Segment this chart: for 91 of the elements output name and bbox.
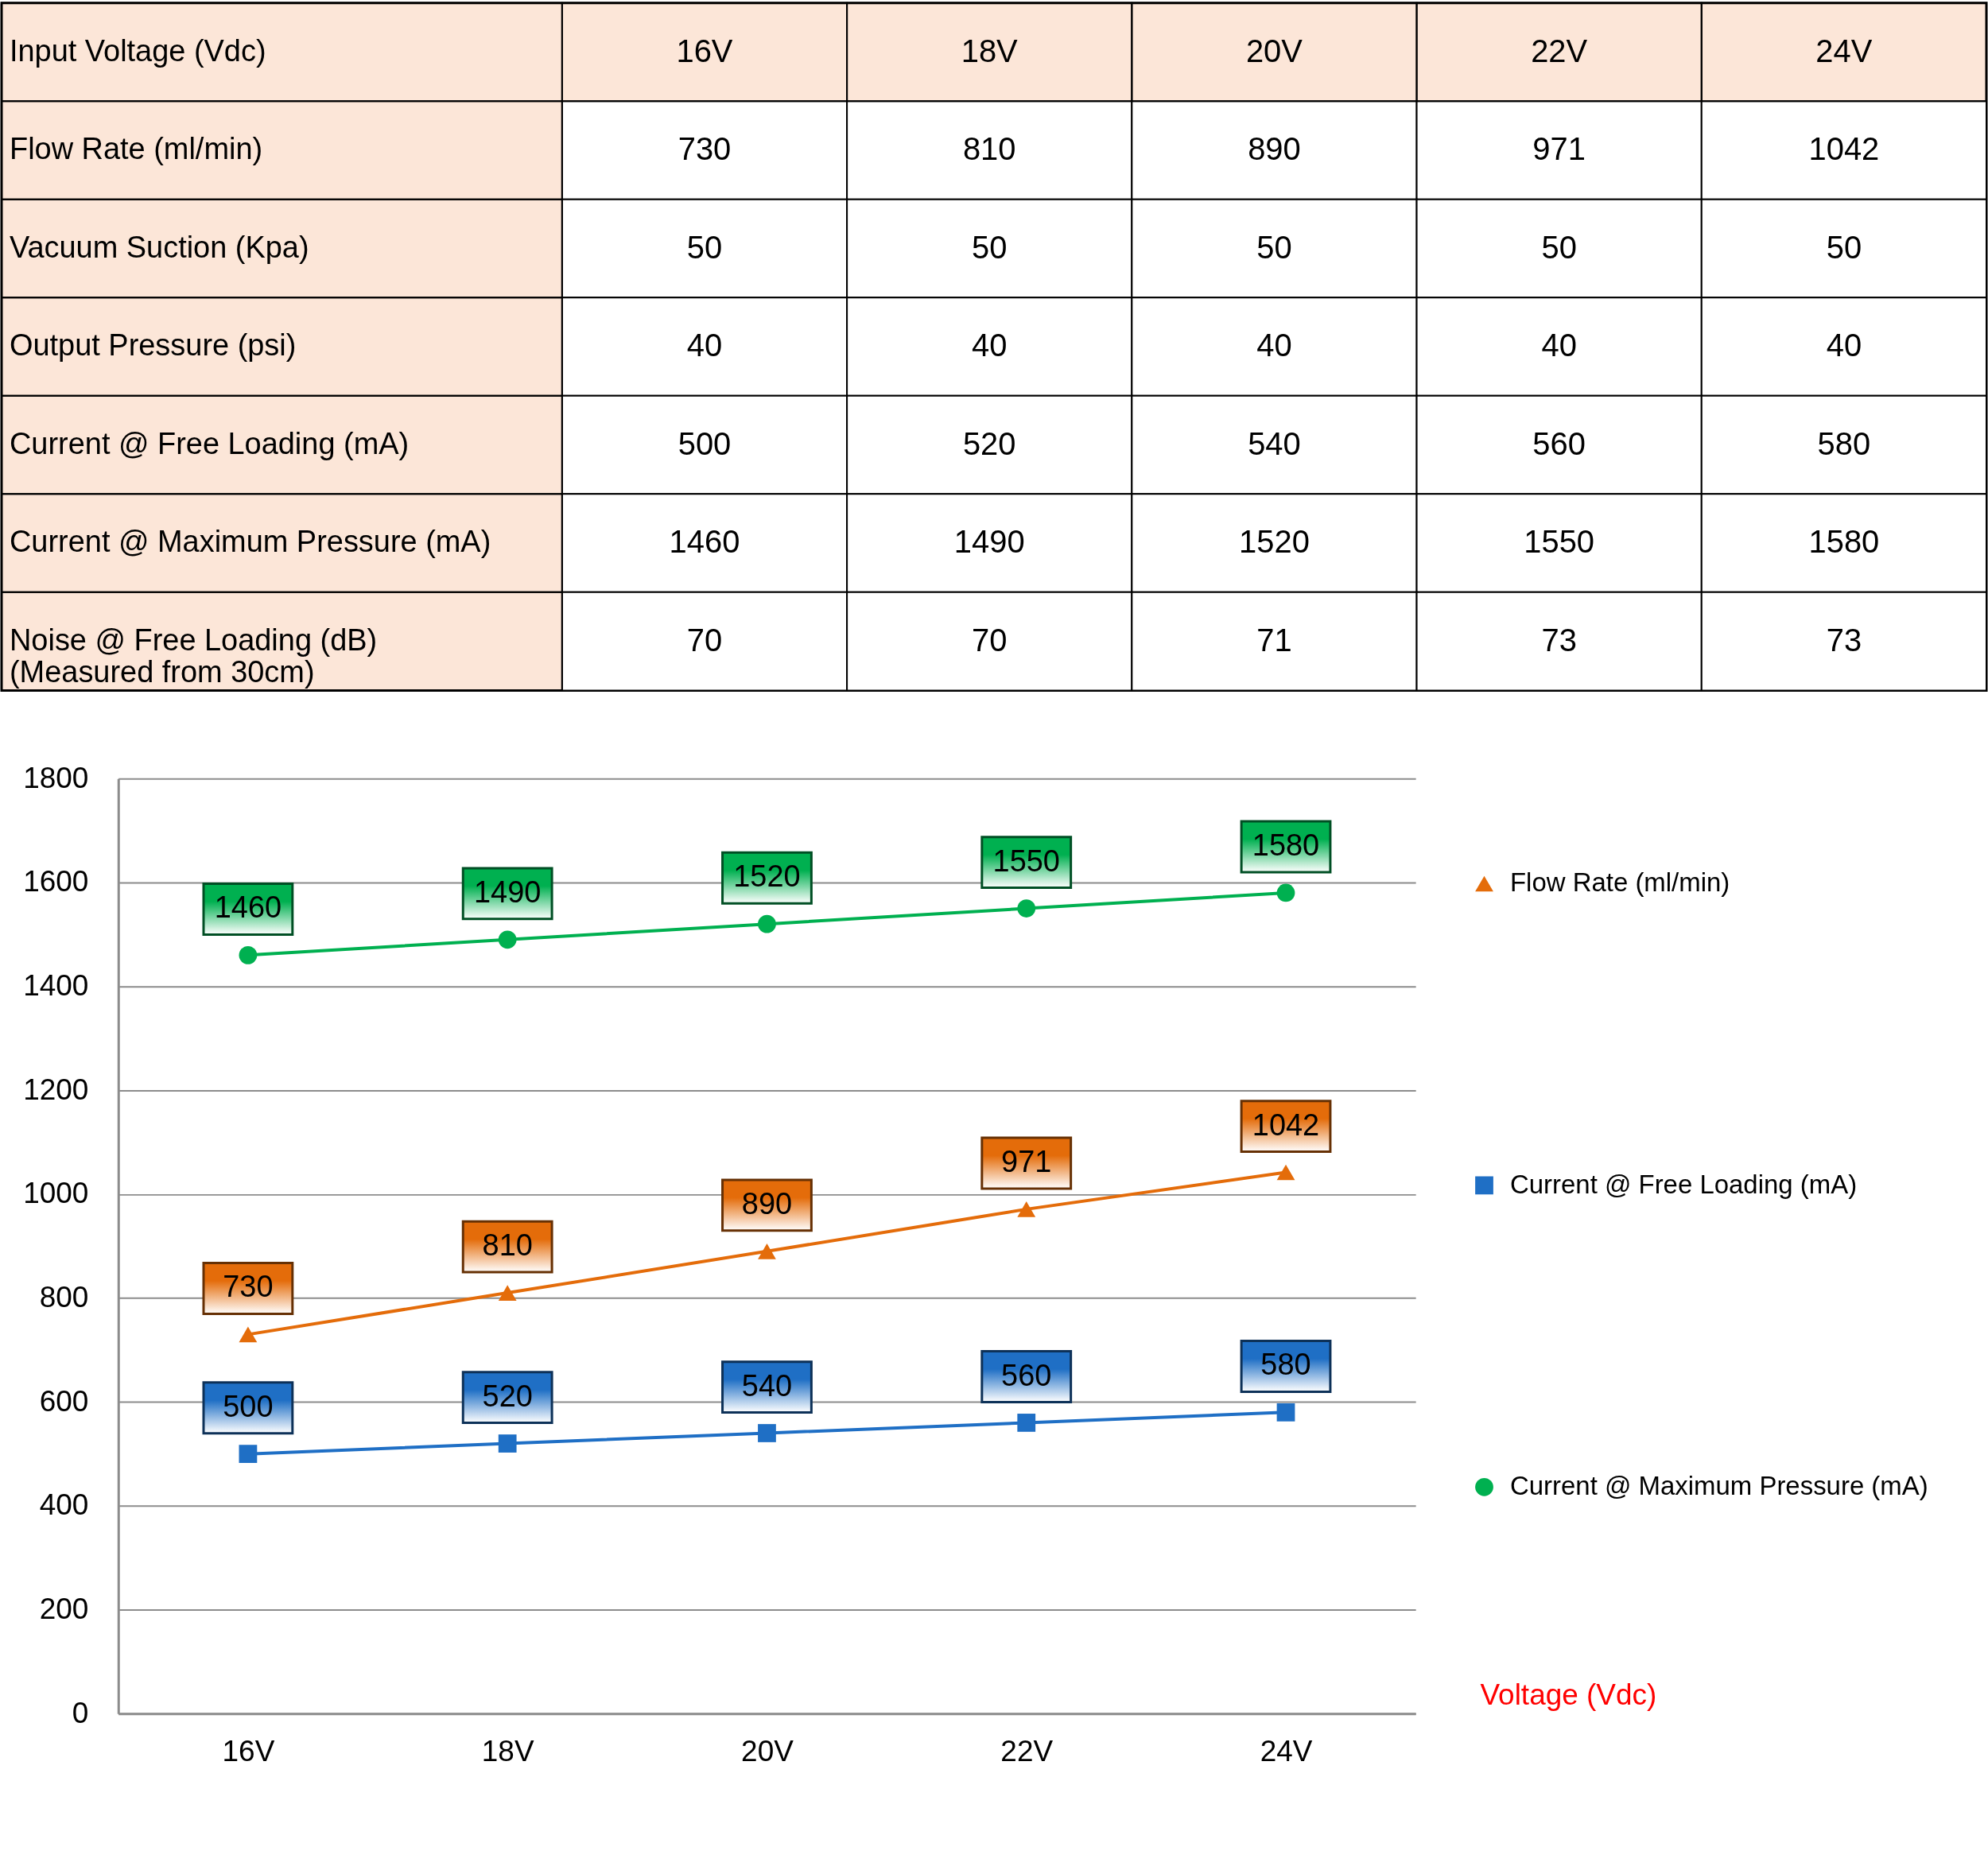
y-tick-label: Output Pressure (psi): [9, 328, 297, 363]
x-tick-label: 22V: [1531, 33, 1588, 68]
point: [498, 930, 517, 949]
x-tick-label: 24V: [1260, 1734, 1313, 1767]
x-axis-title: Input Voltage (Vdc): [9, 33, 266, 68]
data-label: 730: [223, 1270, 274, 1304]
data-label: 560: [1532, 425, 1586, 461]
y-tick-label: 0: [72, 1696, 89, 1729]
data-label: 1460: [214, 890, 282, 925]
x-tick-label: 22V: [1000, 1734, 1054, 1767]
y-tick-label: Vacuum Suction (Kpa): [9, 230, 309, 264]
data-label: 500: [678, 425, 732, 461]
legend-label: Current @ Maximum Pressure (mA): [1509, 1471, 1928, 1501]
x-tick-label: 18V: [481, 1734, 534, 1767]
data-label: 1580: [1252, 828, 1320, 863]
y-tick-label: 1400: [23, 969, 89, 1003]
y-tick-label: 1200: [23, 1073, 89, 1106]
x-tick-label: 20V: [1245, 33, 1303, 68]
data-label: 50: [686, 229, 723, 265]
point: [498, 1285, 517, 1301]
data-label: 1042: [1252, 1108, 1320, 1142]
data-label: 50: [1826, 229, 1862, 265]
y-tick-label: 800: [39, 1281, 89, 1314]
x-tick-label: 16V: [222, 1734, 275, 1767]
data-label: 1580: [1808, 524, 1880, 560]
y-tick-label: 400: [39, 1488, 89, 1522]
point: [239, 946, 258, 964]
data-label: 40: [972, 328, 1008, 363]
data-label: 50: [1541, 229, 1577, 265]
data-label: 1520: [733, 859, 801, 894]
data-label: 50: [972, 229, 1008, 265]
data-label: 890: [741, 1186, 793, 1220]
y-tick-label: 1000: [23, 1177, 89, 1210]
y-tick-label: 200: [39, 1593, 89, 1626]
data-label: 500: [223, 1389, 274, 1423]
data-label: 70: [686, 622, 723, 658]
data-label: 40: [1256, 328, 1292, 363]
legend-label: Current @ Free Loading (mA): [1509, 1169, 1858, 1199]
data-label: 70: [972, 622, 1008, 658]
data-label: 520: [962, 425, 1016, 461]
data-label: 40: [1541, 328, 1577, 363]
data-label: 1520: [1239, 524, 1310, 560]
data-label: 580: [1260, 1348, 1311, 1382]
point: [758, 1243, 776, 1259]
point: [1017, 1201, 1036, 1217]
y-tick-label: 1600: [23, 865, 89, 898]
data-label: 50: [1256, 229, 1292, 265]
point: [239, 1445, 258, 1464]
data-label: 580: [1817, 425, 1871, 461]
point: [758, 914, 776, 933]
data-label: 540: [1248, 425, 1301, 461]
x-axis-title: Voltage (Vdc): [1480, 1678, 1657, 1711]
data-label: 560: [1001, 1358, 1052, 1392]
point: [1276, 1164, 1295, 1181]
data-label: 890: [1248, 131, 1301, 167]
data-label: 1042: [1808, 131, 1880, 167]
data-label: 40: [1826, 328, 1862, 363]
data-label: 540: [741, 1368, 793, 1403]
point: [758, 1424, 776, 1442]
y-tick-label: Current @ Maximum Pressure (mA): [9, 525, 491, 559]
point: [239, 1326, 258, 1343]
data-label: 73: [1826, 622, 1862, 658]
x-tick-label: 24V: [1815, 33, 1873, 68]
legend-label: Flow Rate (ml/min): [1509, 867, 1730, 898]
data-label: 810: [962, 131, 1016, 167]
y-tick-label: 600: [39, 1384, 89, 1418]
point: [1017, 1414, 1036, 1432]
data-label: 1550: [992, 844, 1060, 878]
data-label: 520: [482, 1379, 533, 1413]
data-label: 730: [678, 131, 732, 167]
data-label: 71: [1256, 622, 1292, 658]
data-label: 1460: [669, 524, 740, 560]
point: [1017, 899, 1036, 918]
y-tick-label: Noise @ Free Loading (dB) (Measured from 30cm): [9, 623, 378, 689]
data-label: 1490: [953, 524, 1025, 560]
data-label: 40: [686, 328, 723, 363]
x-tick-label: 18V: [961, 33, 1019, 68]
data-label: 971: [1532, 131, 1586, 167]
data-label: 971: [1001, 1144, 1052, 1178]
point: [1276, 883, 1295, 902]
point: [498, 1434, 517, 1453]
x-tick-label: 20V: [741, 1734, 794, 1767]
data-label: 810: [482, 1228, 533, 1263]
point: [1276, 1403, 1295, 1422]
y-tick-label: Flow Rate (ml/min): [9, 132, 263, 166]
data-label: 73: [1541, 622, 1577, 658]
y-tick-label: Current @ Free Loading (mA): [9, 426, 410, 460]
data-label: 1490: [473, 875, 542, 909]
x-tick-label: 16V: [676, 33, 733, 68]
data-label: 1550: [1524, 524, 1595, 560]
y-tick-label: 1800: [23, 761, 89, 794]
